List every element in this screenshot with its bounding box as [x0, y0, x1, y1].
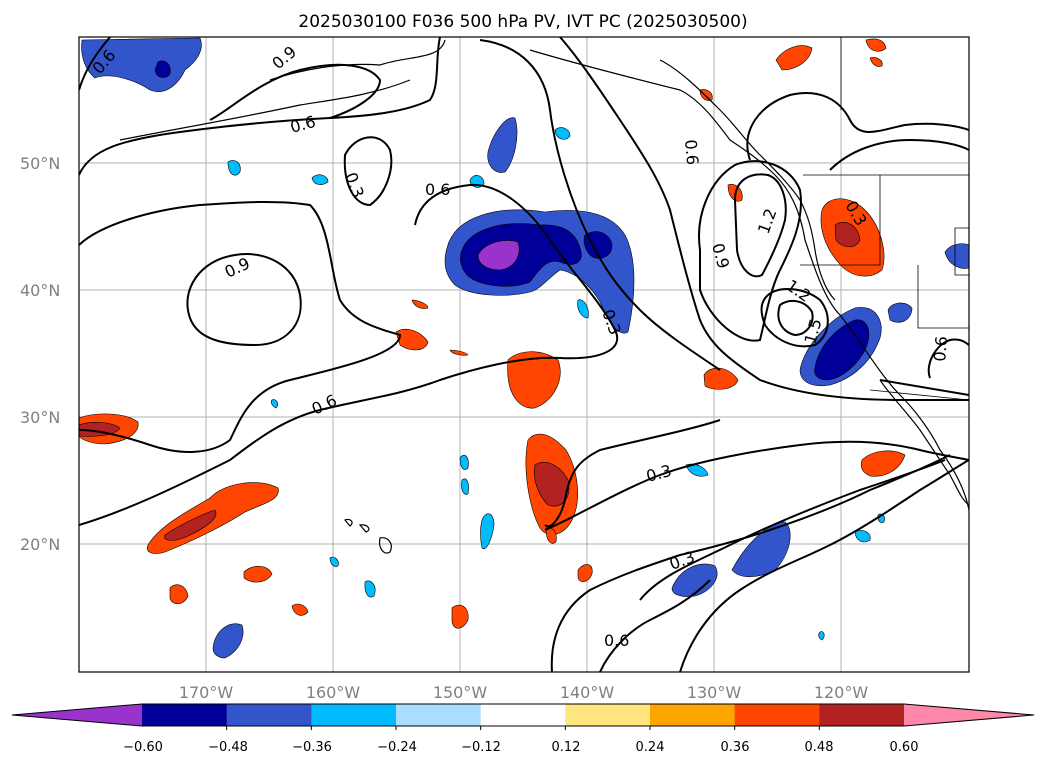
- colorbar: [11, 703, 1035, 730]
- contour-0.6-east-edge: [927, 338, 969, 379]
- colorbar-tick-label: −0.24: [377, 740, 417, 755]
- lat-label: 30°N: [20, 408, 60, 427]
- colorbar-segment: [650, 704, 736, 726]
- colorbar-tick-label: 0.24: [636, 740, 665, 755]
- contour-0.3-se-edge: [879, 379, 969, 396]
- colorbar-segment: [226, 704, 312, 726]
- figure-title: 2025030100 F036 500 hPa PV, IVT PC (2025…: [298, 12, 747, 32]
- contour-0.9-west-loop: [186, 253, 302, 347]
- contour-0.3-ne-edge: [829, 138, 969, 171]
- neg-core-east: [583, 231, 613, 259]
- neg-core-central-pacific: [460, 223, 582, 287]
- lon-label: 150°W: [433, 683, 488, 702]
- neg-blob-east-pacific-south: [731, 521, 791, 578]
- contour-1.5-inner: [777, 299, 814, 337]
- neg-blob-east-edge: [944, 243, 969, 269]
- contour-0.6-lower-loop: [550, 454, 951, 672]
- contour-0.6-central: [79, 183, 618, 526]
- lon-label: 120°W: [814, 683, 869, 702]
- neg-blob-hawaii-south: [212, 623, 244, 659]
- colorbar-tick-label: 0.36: [721, 740, 750, 755]
- neg-min-central-pacific: [477, 240, 520, 271]
- colorbar-tick-label: 0.12: [552, 740, 581, 755]
- contour-label: 0.6: [681, 139, 702, 166]
- lat-label: 40°N: [20, 281, 60, 300]
- lat-label: 50°N: [20, 154, 60, 173]
- colorbar-extend-low: [12, 704, 142, 726]
- lon-label: 170°W: [179, 683, 234, 702]
- colorbar-outline: [11, 703, 1035, 727]
- contour-1.2-inner: [760, 288, 829, 348]
- contour-0.6-north: [79, 37, 441, 176]
- colorbar-tick-labels: −0.60 −0.48 −0.36 −0.24 −0.12 0.12 0.24 …: [123, 740, 918, 755]
- contour-0.9-north: [209, 63, 382, 121]
- contour-0.3-south: [544, 440, 969, 531]
- contour-label: 0.6: [604, 631, 629, 650]
- colorbar-tick-label: −0.12: [461, 740, 501, 755]
- contour-0.3-lower: [639, 459, 946, 601]
- coastlines: [119, 39, 969, 554]
- contour-0.6-west: [79, 200, 402, 453]
- contour-0.6-nw: [79, 37, 111, 91]
- lon-label: 140°W: [560, 683, 615, 702]
- latitude-labels: 50°N 40°N 30°N 20°N: [20, 154, 60, 554]
- contour-0.3-east-mid: [544, 419, 721, 528]
- colorbar-tick-label: −0.36: [292, 740, 332, 755]
- contour-0.3-central: [479, 39, 721, 371]
- contour-0.9-nw-box: [746, 92, 969, 161]
- negative-pv-fills: [81, 37, 969, 659]
- neg-blob-gulf-alaska: [487, 117, 518, 173]
- contour-1.2-loop: [733, 173, 787, 278]
- contour-0.6-lower-inner: [599, 579, 711, 672]
- alaska-coast: [119, 39, 969, 511]
- colorbar-segment: [142, 704, 228, 726]
- longitude-labels: 170°W 160°W 150°W 140°W 130°W 120°W: [179, 683, 869, 702]
- contour-label: 0.6: [425, 180, 450, 199]
- colorbar-segment: [396, 704, 482, 726]
- colorbar-segment: [311, 704, 397, 726]
- neg-blob-subtropics: [671, 563, 718, 597]
- contour-0.6-se: [679, 459, 969, 672]
- pos-core-pnw-coast: [834, 221, 861, 248]
- contour-0.9-east-loop: [698, 160, 802, 342]
- neg-blob-california-n: [887, 302, 913, 323]
- colorbar-segment: [480, 704, 566, 726]
- colorbar-segment: [734, 704, 820, 726]
- lon-label: 130°W: [687, 683, 742, 702]
- contour-label: 0.6: [930, 335, 951, 362]
- colorbar-segment: [819, 704, 905, 726]
- neg-core-nw-corner: [154, 60, 171, 78]
- pos-blob-sw: [507, 351, 561, 409]
- colorbar-tick-label: −0.48: [208, 740, 248, 755]
- colorbar-tick-label: 0.60: [890, 740, 919, 755]
- lat-label: 20°N: [20, 535, 60, 554]
- colorbar-tick-label: 0.48: [805, 740, 834, 755]
- colorbar-segment: [565, 704, 651, 726]
- contour-0.3-loop: [343, 136, 393, 207]
- colorbar-extend-high: [904, 704, 1034, 726]
- positive-pv-fills: [79, 38, 906, 629]
- borders: [800, 37, 969, 401]
- map-frame: [78, 36, 970, 673]
- baja-coast: [879, 379, 969, 506]
- pacific-nw-coast: [659, 59, 836, 301]
- pos-core-subtropics-west: [164, 509, 217, 541]
- hawaii-islands: [344, 518, 392, 554]
- contour-0.6-east-wave: [559, 37, 969, 402]
- colorbar-tick-label: −0.60: [123, 740, 163, 755]
- lon-label: 160°W: [306, 683, 361, 702]
- ivt-contours: [79, 37, 969, 672]
